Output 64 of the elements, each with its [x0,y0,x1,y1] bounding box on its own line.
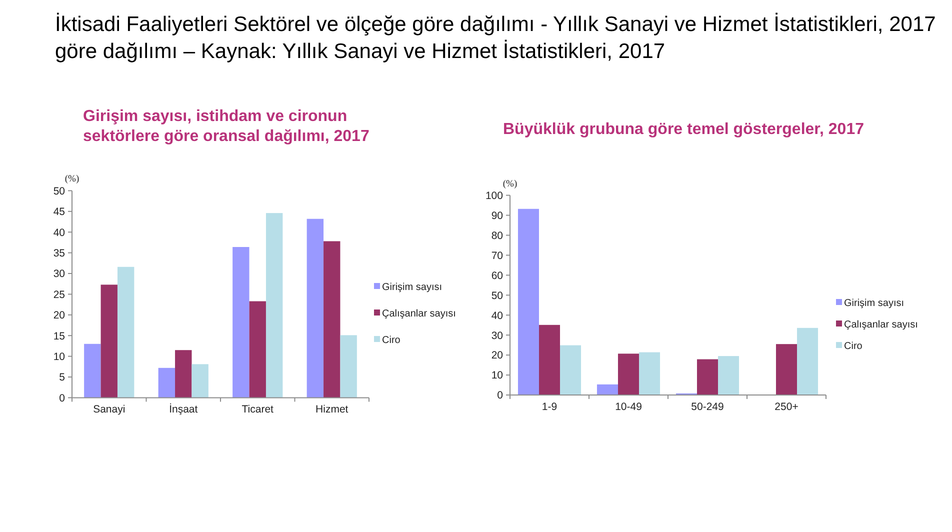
x-tick-label: 250+ [774,401,798,413]
y-axis-title: (%) [64,174,80,185]
text: İktisadi Faaliyetleri Sektörel ve ölçeğe göre dağılımı - Yıllık Sanayi ve Hizmet İstatistikleri, 2017 [55,12,936,36]
bar [560,345,582,395]
legend-label: Ciro [844,341,863,352]
y-tick-label: 40 [53,226,66,239]
x-tick-label: Ticaret [242,404,274,416]
bar [306,218,324,398]
y-tick-label: 30 [53,268,66,280]
y-axis-title: (%) [502,179,518,190]
bar [84,344,101,398]
x-tick-label: 50-249 [691,401,724,413]
y-tick-label: 90 [491,210,504,222]
bar [618,354,640,395]
y-tick-label: 100 [485,190,504,202]
x-tick-label: 1-9 [542,401,558,413]
y-tick-label: 80 [491,230,504,242]
bar [117,266,134,398]
x-tick-label: Sanayi [93,404,126,416]
x-tick-label: Hizmet [316,404,348,416]
y-tick-label: 15 [53,330,66,342]
y-tick-label: 70 [491,250,504,262]
bar [232,247,250,398]
bar [249,301,266,398]
bar [158,368,176,398]
legend-label: Çalışanlar sayısı [844,320,918,330]
bar [324,241,340,398]
chart-title: Büyüklük grubuna göre temel göstergeler, 2017 [503,121,864,138]
y-tick-label: 50 [491,290,504,302]
y-tick-label: 30 [491,330,504,342]
bar [776,344,798,395]
bar [192,364,208,398]
legend-label: Ciro [382,335,401,346]
y-tick-label: 5 [59,372,66,384]
bar [696,359,718,395]
y-tick-label: 20 [491,350,504,362]
y-tick-label: 60 [491,270,504,282]
bar [797,328,818,395]
y-tick-label: 50 [53,185,66,198]
y-tick-label: 10 [53,350,66,363]
y-tick-label: 35 [53,247,66,260]
text: göre dağılımı – Kaynak: Yıllık Sanayi ve Hizmet İstatistikleri, 2017 [55,39,666,63]
bar [596,384,618,395]
bar [175,350,192,398]
legend-label: Çalışanlar sayısı [382,308,456,320]
bar [100,284,118,398]
bar [538,324,560,395]
y-tick-label: 45 [53,206,66,218]
y-tick-label: 0 [497,390,504,402]
y-tick-label: 25 [53,288,66,301]
bar [518,208,539,395]
bar [340,335,357,398]
x-tick-label: 10-49 [615,401,642,413]
legend-label: Girişim sayısı [844,298,904,309]
y-tick-label: 40 [491,310,504,322]
bar [718,356,740,395]
x-tick-label: İnşaat [169,402,198,416]
bar [639,352,660,395]
chart-title: Girişim sayısı, istihdam ve cironun sektörlere göre oransal dağılımı, 2017 [83,108,370,145]
bar [266,213,283,398]
y-tick-label: 0 [59,392,66,404]
y-tick-label: 20 [53,310,66,322]
y-tick-label: 10 [491,370,504,382]
legend-label: Girişim sayısı [382,282,442,293]
